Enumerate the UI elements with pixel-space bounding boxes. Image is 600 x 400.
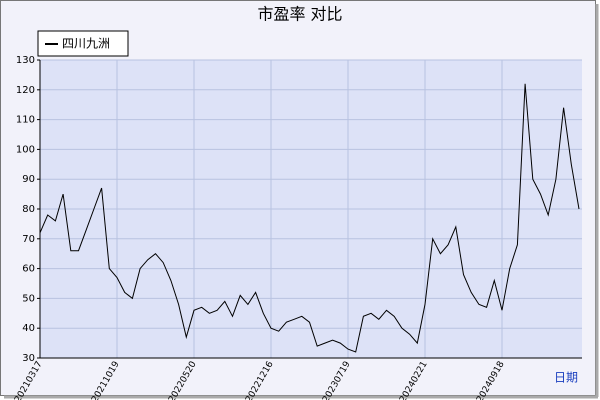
y-tick-label: 110 xyxy=(16,115,35,126)
legend-label: 四川九洲 xyxy=(62,37,110,51)
line-series xyxy=(39,83,580,353)
y-tick-label: 30 xyxy=(22,353,35,364)
y-tick-label: 50 xyxy=(22,293,35,304)
y-tick-label: 90 xyxy=(22,174,35,185)
y-tick-label: 100 xyxy=(16,144,35,155)
y-tick-label: 40 xyxy=(22,323,35,334)
y-tick-label: 120 xyxy=(16,85,35,96)
x-axis-label: 日期 xyxy=(554,371,578,385)
legend: 四川九洲 xyxy=(37,30,129,57)
y-tick-label: 60 xyxy=(22,264,35,275)
y-tick-label: 80 xyxy=(22,204,35,215)
y-tick-label: 70 xyxy=(22,234,35,245)
chart-title: 市盈率 对比 xyxy=(257,5,342,24)
y-tick-label: 130 xyxy=(16,55,35,66)
